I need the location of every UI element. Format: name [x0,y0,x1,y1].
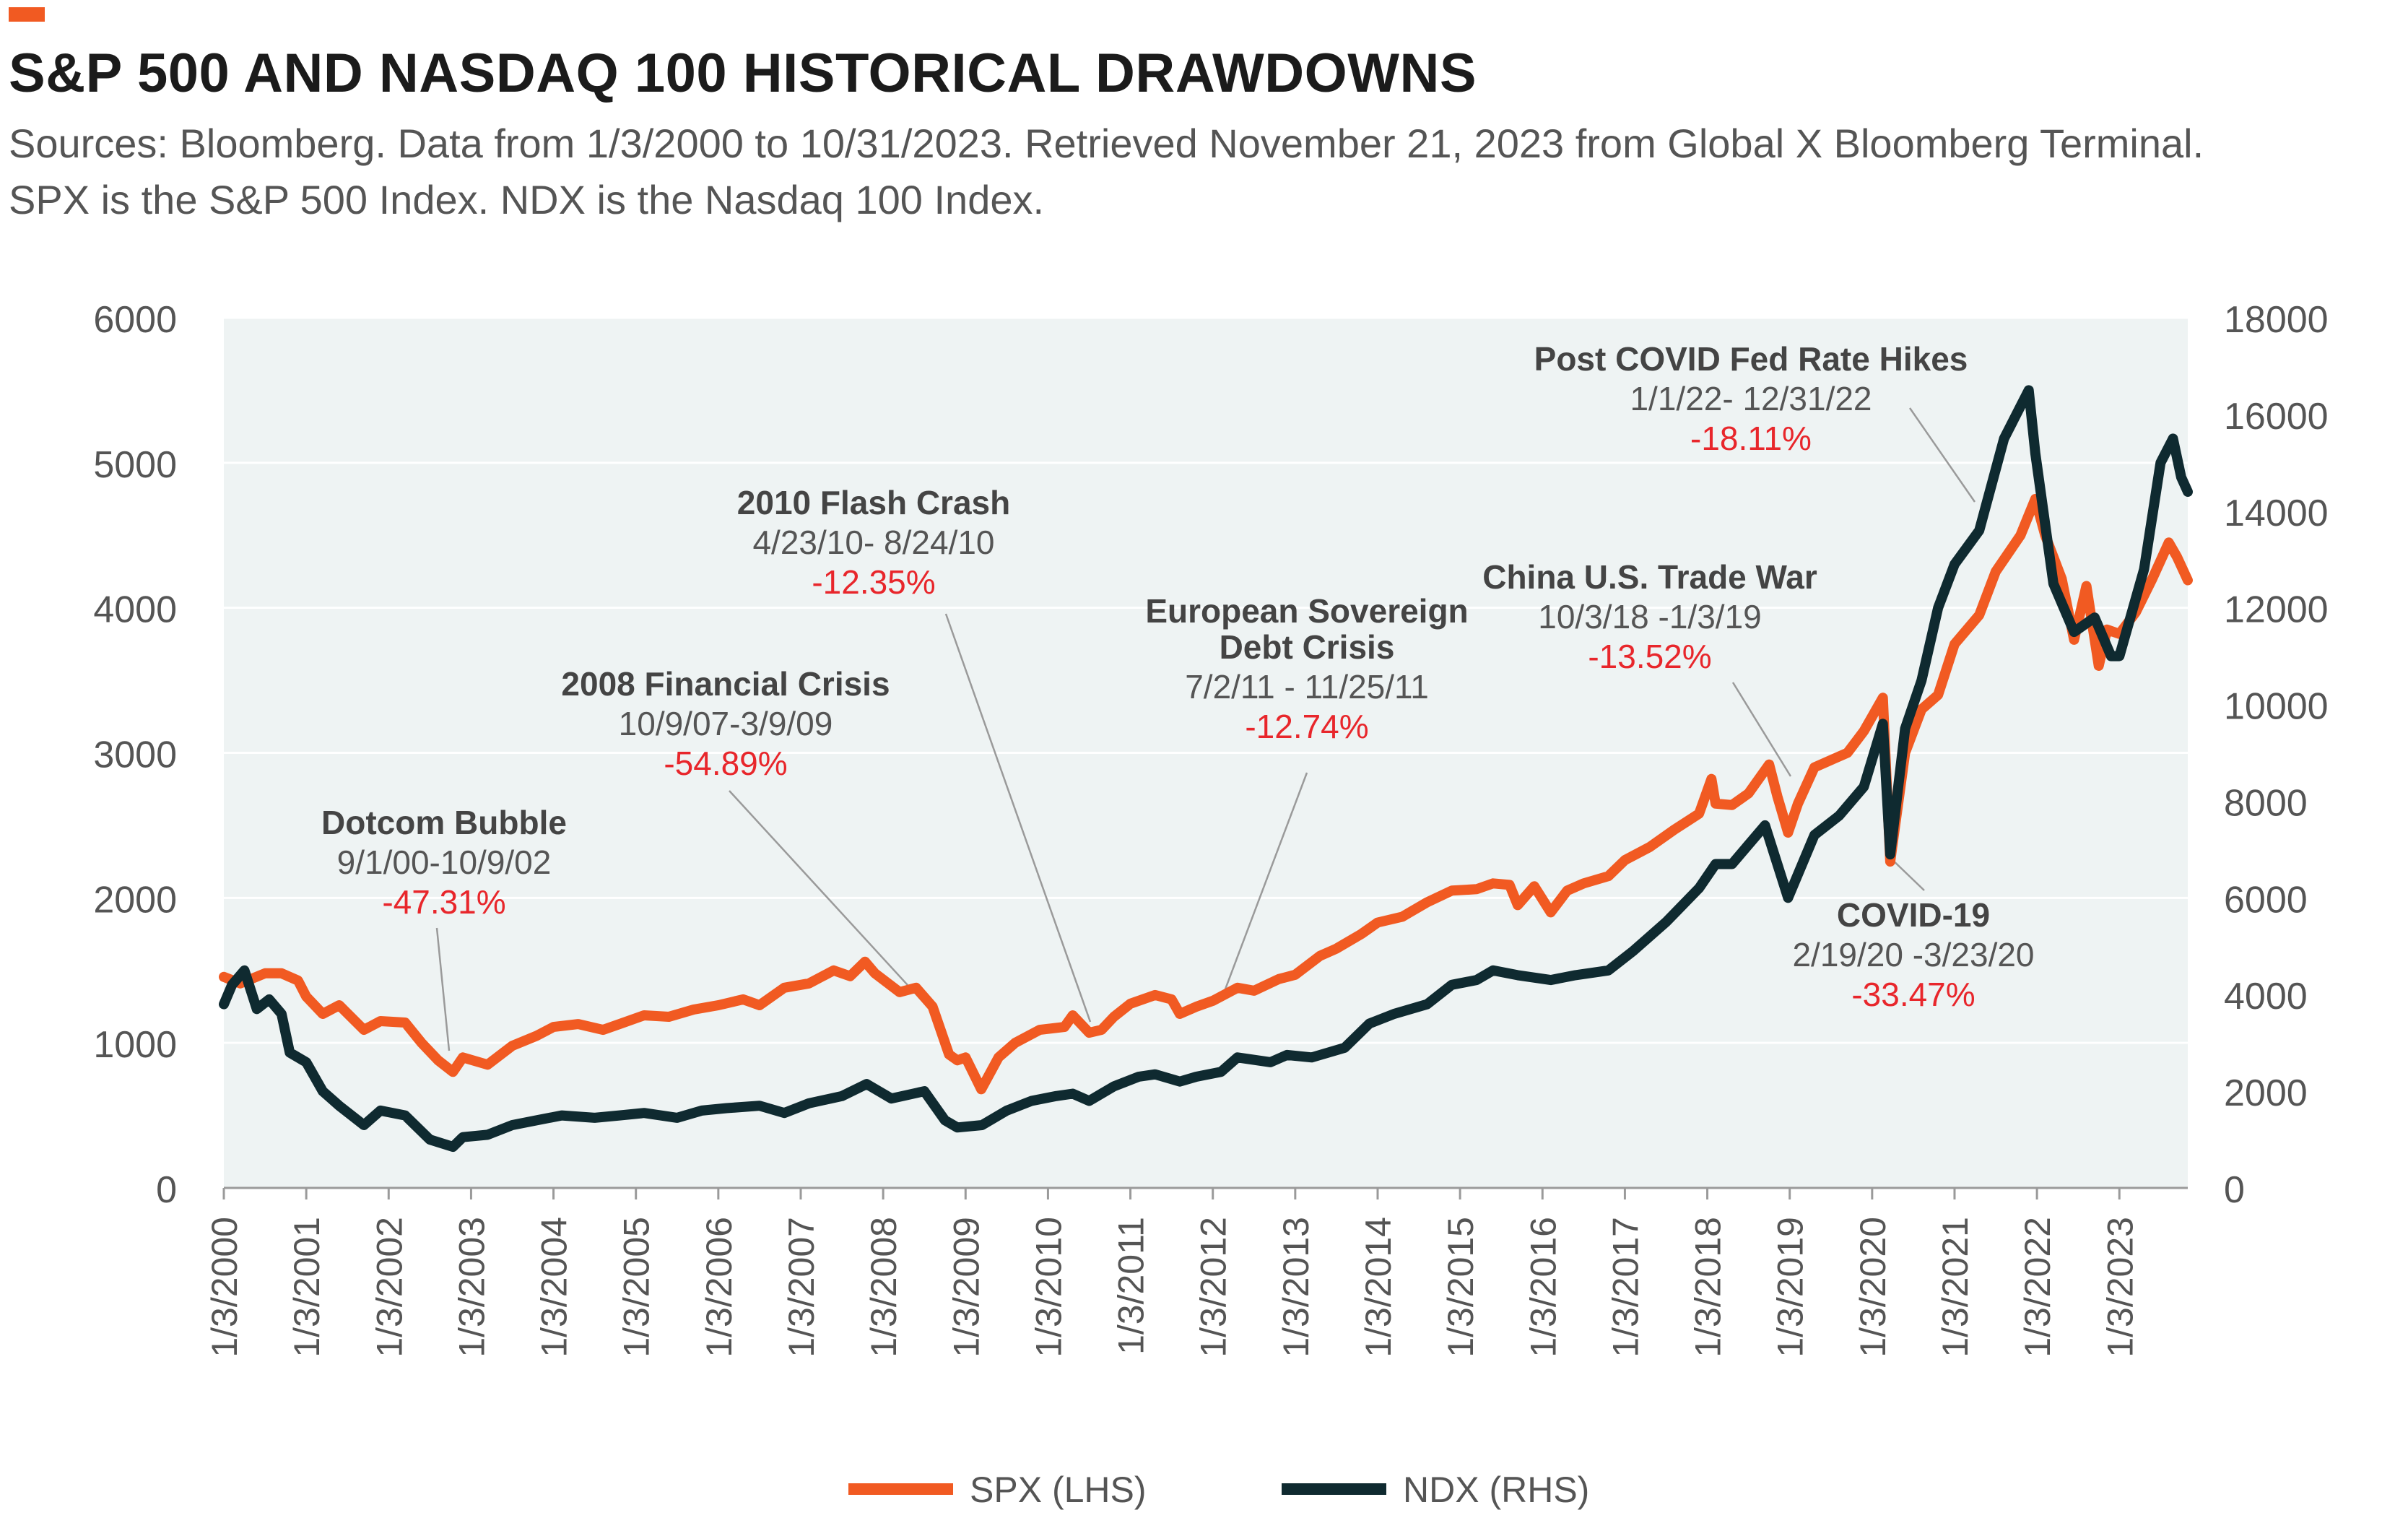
left-tick-label: 2000 [93,879,177,921]
annotation-change: -12.74% [1245,708,1368,745]
annotation-title: Dotcom Bubble [321,804,567,841]
x-tick-label: 1/3/2001 [287,1217,327,1358]
right-tick-label: 8000 [2224,782,2308,824]
x-tick-label: 1/3/2015 [1440,1217,1481,1358]
legend-label-spx: SPX (LHS) [970,1470,1147,1510]
legend: SPX (LHS) NDX (RHS) [848,1470,1589,1510]
annotation-title: European Sovereign [1145,592,1468,630]
x-tick-label: 1/3/2011 [1111,1217,1152,1355]
x-tick-label: 1/3/2010 [1028,1217,1069,1358]
x-tick-label: 1/3/2023 [2100,1217,2140,1358]
leader-line [729,790,932,1012]
right-tick-label: 14000 [2224,493,2329,534]
x-tick-label: 1/3/2012 [1194,1217,1234,1358]
annotation-dates: 1/1/22- 12/31/22 [1630,380,1872,417]
leader-line [1908,407,1976,503]
legend-label-ndx: NDX (RHS) [1403,1470,1589,1510]
annotation-change: -12.35% [812,563,935,601]
annotation-dates: 10/3/18 -1/3/19 [1538,598,1761,635]
x-tick-label: 1/3/2022 [2017,1217,2058,1358]
x-tick-label: 1/3/2000 [204,1217,245,1358]
x-tick-label: 1/3/2008 [864,1217,904,1358]
x-tick-label: 1/3/2005 [617,1217,657,1358]
x-tick-label: 1/3/2019 [1770,1217,1811,1358]
source-line-1: Sources: Bloomberg. Data from 1/3/2000 t… [9,121,2204,166]
right-tick-label: 10000 [2224,686,2329,728]
right-axis: 0 2000 4000 6000 8000 10000 12000 14000 16000 180… [2224,299,2329,1211]
gridlines [224,316,2188,1044]
x-tick-label: 1/3/2021 [1935,1217,1975,1358]
right-tick-label: 4000 [2224,976,2308,1018]
x-tick-label: 1/3/2018 [1688,1217,1729,1358]
x-tick-label: 1/3/2014 [1358,1217,1399,1358]
left-tick-label: 1000 [93,1024,177,1066]
source-line-2: SPX is the S&P 500 Index. NDX is the Nas… [9,177,1045,222]
x-axis: 1/3/2000 1/3/2001 1/3/2002 1/3/2003 1/3/2004… [204,1186,2188,1358]
x-tick-label: 1/3/2002 [369,1217,409,1358]
annotation-change: -18.11% [1690,420,1812,457]
annotation-title: Post COVID Fed Rate Hikes [1534,340,1968,378]
x-tick-label: 1/3/2016 [1523,1217,1563,1358]
left-axis: 0 1000 2000 3000 4000 5000 6000 [93,299,177,1211]
leader-line [435,927,451,1051]
annotation-change: -13.52% [1588,638,1711,675]
x-tick-label: 1/3/2017 [1605,1217,1646,1358]
annotation-dates: 4/23/10- 8/24/10 [752,524,994,561]
leader-line [1731,682,1792,777]
right-tick-label: 18000 [2224,299,2329,341]
right-tick-label: 16000 [2224,396,2329,438]
x-tick-label: 1/3/2020 [1853,1217,1893,1358]
x-tick-label: 1/3/2007 [781,1217,822,1358]
annotation-dates: 9/1/00-10/9/02 [337,843,552,881]
right-tick-label: 0 [2224,1169,2245,1211]
annotation-change: -54.89% [664,745,787,782]
x-tick-label: 1/3/2003 [451,1217,492,1358]
annotation-dates: 2/19/20 -3/23/20 [1792,936,2034,973]
left-tick-label: 6000 [93,299,177,341]
annotation-title: 2008 Financial Crisis [561,665,890,703]
left-tick-label: 0 [156,1169,177,1211]
right-tick-label: 2000 [2224,1072,2308,1114]
annotation-dates: 7/2/11 - 11/25/11 [1185,668,1429,706]
x-tick-label: 1/3/2013 [1276,1217,1316,1358]
x-tick-label: 1/3/2009 [946,1217,986,1358]
right-tick-label: 6000 [2224,879,2308,921]
annotation-dates: 10/9/07-3/9/09 [619,705,833,742]
x-tick-label: 1/3/2004 [534,1217,575,1358]
annotation-title: China U.S. Trade War [1482,558,1817,596]
left-tick-label: 3000 [93,734,177,776]
leader-line [1222,772,1308,994]
accent-bar [9,7,45,22]
annotation-change: -47.31% [382,883,505,921]
x-tick-label: 1/3/2006 [699,1217,739,1358]
ndx-series-line [219,385,2193,1153]
left-tick-label: 5000 [93,444,177,486]
annotation-title: 2010 Flash Crash [737,484,1010,521]
left-tick-label: 4000 [93,589,177,631]
spx-series-line [219,494,2193,1095]
source-note: Sources: Bloomberg. Data from 1/3/2000 t… [9,116,2399,228]
leader-line [944,613,1092,1023]
chart-title: S&P 500 AND NASDAQ 100 HISTORICAL DRAWDO… [9,43,1477,104]
annotation-change: -33.47% [1851,976,1975,1013]
annotation-title: Debt Crisis [1220,628,1395,666]
right-tick-label: 12000 [2224,589,2329,631]
annotation-title: COVID-19 [1837,896,1990,934]
